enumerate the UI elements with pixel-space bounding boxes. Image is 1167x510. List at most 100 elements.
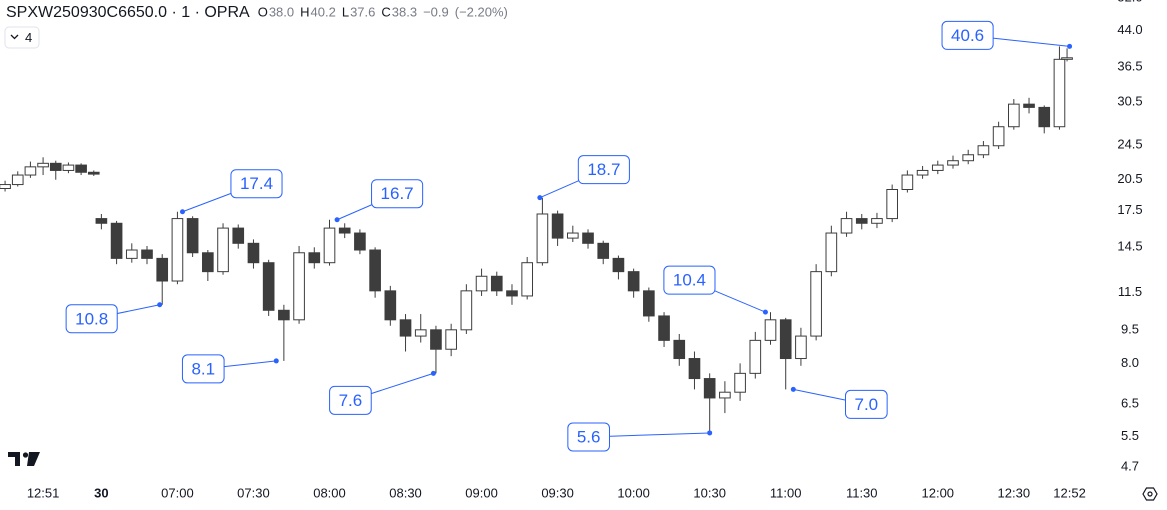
candle-body bbox=[384, 290, 397, 321]
candle-body bbox=[338, 227, 351, 234]
y-tick-label: 14.5 bbox=[1117, 239, 1142, 254]
marker-dot bbox=[157, 302, 163, 308]
marker-label: 40.6 bbox=[951, 26, 984, 45]
y-tick-label: 4.7 bbox=[1121, 459, 1139, 474]
callout-box bbox=[663, 265, 716, 295]
candle-body bbox=[551, 213, 564, 239]
candle-body bbox=[749, 339, 762, 374]
marker-dot bbox=[273, 358, 279, 364]
candle-body bbox=[931, 164, 944, 171]
marker-dot bbox=[334, 217, 340, 223]
candle-body bbox=[232, 227, 245, 244]
callout-box bbox=[371, 179, 424, 209]
legend: SPXW250930C6650.0 · 1 · OPRA O 38.0 H 40.2 L… bbox=[6, 4, 508, 21]
callout-box bbox=[181, 354, 225, 384]
marker-dot bbox=[707, 430, 713, 436]
candle-body bbox=[354, 232, 366, 251]
callout-box bbox=[329, 385, 372, 415]
candle-body bbox=[886, 188, 898, 220]
candle-body bbox=[521, 262, 534, 297]
y-tick-label: 17.5 bbox=[1117, 202, 1142, 217]
x-tick-label: 12:00 bbox=[922, 485, 955, 500]
x-tick-label: 09:30 bbox=[541, 485, 574, 500]
marker-dot bbox=[762, 309, 768, 315]
x-tick-label: 11:00 bbox=[770, 485, 802, 500]
candle-body bbox=[992, 126, 1005, 147]
callout-box bbox=[230, 169, 283, 199]
candle-body bbox=[612, 257, 625, 273]
candle-body bbox=[171, 218, 184, 282]
legend-item: L bbox=[342, 4, 349, 19]
candle-body bbox=[947, 160, 959, 166]
callout-box bbox=[65, 304, 118, 334]
candle-body bbox=[445, 329, 457, 350]
legend-item: O bbox=[258, 4, 268, 19]
settings-button[interactable] bbox=[1138, 484, 1160, 504]
candle-body bbox=[278, 309, 290, 321]
logo-part bbox=[22, 452, 29, 458]
settings-icon bbox=[1142, 487, 1158, 501]
legend-item: −0.9 bbox=[423, 4, 449, 19]
y-tick-label: 52.0 bbox=[1117, 0, 1142, 5]
legend-item: C bbox=[381, 4, 390, 19]
tradingview-logo bbox=[8, 452, 40, 466]
candle-body bbox=[369, 249, 381, 292]
x-tick-label: 09:00 bbox=[465, 485, 498, 500]
candle-body bbox=[141, 249, 153, 259]
callout-box bbox=[844, 389, 888, 419]
candle-body bbox=[673, 339, 686, 360]
candle-body bbox=[95, 218, 108, 224]
y-tick-label: 36.5 bbox=[1117, 59, 1142, 74]
indicators-count: 4 bbox=[25, 30, 32, 45]
candle-body bbox=[110, 222, 123, 259]
marker-label: 7.6 bbox=[339, 391, 363, 410]
symbol: SPXW250930C6650.0 · 1 · OPRA bbox=[6, 4, 250, 21]
candle-body bbox=[506, 290, 518, 297]
candle-body bbox=[247, 242, 260, 264]
candle-body bbox=[11, 174, 24, 186]
marker-label: 17.4 bbox=[240, 174, 273, 193]
candle-body bbox=[962, 154, 975, 162]
candle-body bbox=[262, 262, 275, 311]
candle-body bbox=[475, 275, 488, 292]
indicators-toggle[interactable]: 4 bbox=[4, 26, 40, 49]
y-tick-label: 6.5 bbox=[1121, 395, 1139, 410]
candle-body bbox=[901, 174, 914, 190]
logo-part bbox=[8, 452, 20, 466]
y-tick-label: 44.0 bbox=[1117, 22, 1142, 37]
x-tick-label: 12:30 bbox=[998, 485, 1031, 500]
candle-body bbox=[643, 290, 655, 317]
marker-label: 10.8 bbox=[75, 309, 108, 328]
marker-label: 8.1 bbox=[191, 359, 215, 378]
marker-dot bbox=[790, 386, 796, 392]
x-tick-label: 10:30 bbox=[693, 485, 726, 500]
candle-body bbox=[323, 227, 336, 264]
marker-dot bbox=[179, 209, 185, 215]
legend-item: (−2.20%) bbox=[455, 4, 508, 19]
marker-dot bbox=[537, 195, 543, 201]
candle-body bbox=[582, 232, 594, 244]
candle-body bbox=[24, 166, 37, 176]
x-tick-label: 11:30 bbox=[846, 485, 878, 500]
candle-body bbox=[75, 164, 87, 173]
callout-box bbox=[941, 20, 994, 50]
candle-body bbox=[156, 257, 169, 282]
candle-body bbox=[460, 290, 473, 331]
candle-body bbox=[734, 372, 746, 393]
y-tick-label: 30.5 bbox=[1117, 94, 1142, 109]
candle-body bbox=[566, 232, 579, 239]
y-tick-label: 24.5 bbox=[1117, 136, 1142, 151]
legend-item: 38.3 bbox=[392, 4, 417, 19]
x-tick-label: 10:00 bbox=[617, 485, 650, 500]
legend-item: H bbox=[300, 4, 309, 19]
y-tick-label: 9.5 bbox=[1121, 321, 1139, 336]
candle-body bbox=[719, 391, 731, 399]
indicators-button[interactable] bbox=[4, 26, 40, 49]
candle-body bbox=[308, 252, 321, 264]
marker-label: 10.4 bbox=[673, 271, 706, 290]
candle-body bbox=[87, 171, 100, 175]
candle-body bbox=[293, 252, 305, 321]
x-tick-label: 30 bbox=[94, 485, 108, 500]
candle-body bbox=[536, 213, 549, 264]
